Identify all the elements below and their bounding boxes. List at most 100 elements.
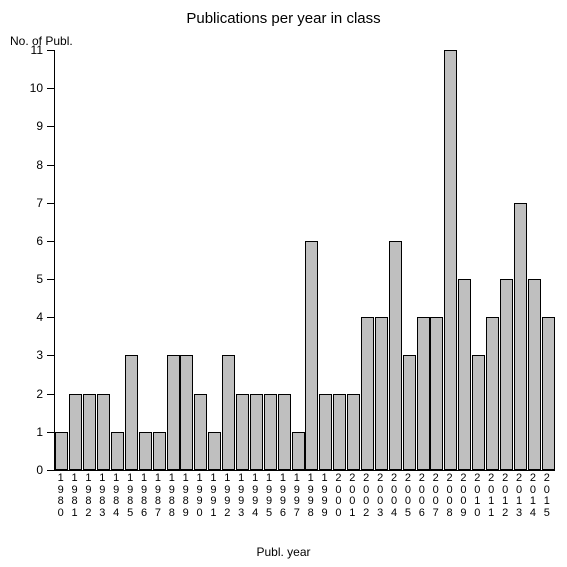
plot-area: 01234567891011 [54, 50, 555, 471]
bar [389, 241, 402, 470]
bar [500, 279, 513, 470]
bar [430, 317, 443, 470]
y-tick: 5 [47, 279, 55, 280]
bar [403, 355, 416, 470]
bar [458, 279, 471, 470]
y-tick-label: 8 [36, 158, 43, 172]
bar [139, 432, 152, 470]
y-tick: 7 [47, 203, 55, 204]
x-tick-label: 2001 [346, 473, 360, 519]
y-tick: 11 [47, 50, 55, 51]
x-tick-label: 1998 [304, 473, 318, 519]
bar [472, 355, 485, 470]
x-tick-label: 2011 [485, 473, 499, 519]
y-tick: 2 [47, 394, 55, 395]
bar [153, 432, 166, 470]
y-tick-label: 2 [36, 387, 43, 401]
bar [125, 355, 138, 470]
x-tick-label: 1997 [290, 473, 304, 519]
x-tick-label: 2003 [373, 473, 387, 519]
x-tick-label: 2004 [387, 473, 401, 519]
bar [528, 279, 541, 470]
bar [167, 355, 180, 470]
x-tick-label: 1985 [123, 473, 137, 519]
bar [361, 317, 374, 470]
bars-group [55, 50, 555, 470]
bar [111, 432, 124, 470]
y-tick: 8 [47, 165, 55, 166]
y-tick: 0 [47, 470, 55, 471]
y-tick-label: 5 [36, 272, 43, 286]
x-tick-label: 1992 [221, 473, 235, 519]
x-tick-label: 1990 [193, 473, 207, 519]
bar [236, 394, 249, 470]
x-tick-label: 2007 [429, 473, 443, 519]
x-tick-label: 2009 [457, 473, 471, 519]
x-tick-label: 1987 [151, 473, 165, 519]
bar [250, 394, 263, 470]
chart-container: Publications per year in class No. of Pu… [0, 0, 567, 567]
bar [417, 317, 430, 470]
y-tick-label: 10 [30, 81, 43, 95]
bar [444, 50, 457, 470]
x-tick-label: 1988 [165, 473, 179, 519]
x-tick-label: 1991 [207, 473, 221, 519]
bar [69, 394, 82, 470]
x-tick-label: 2005 [401, 473, 415, 519]
chart-title: Publications per year in class [0, 10, 567, 27]
x-tick-label: 2000 [332, 473, 346, 519]
y-tick: 3 [47, 355, 55, 356]
x-tick-label: 1999 [318, 473, 332, 519]
y-tick: 6 [47, 241, 55, 242]
bar [180, 355, 193, 470]
x-tick-label: 2012 [498, 473, 512, 519]
bar [319, 394, 332, 470]
x-tick-label: 1980 [54, 473, 68, 519]
x-tick-label: 1983 [96, 473, 110, 519]
y-tick-label: 7 [36, 196, 43, 210]
x-tick-label: 1986 [137, 473, 151, 519]
bar [97, 394, 110, 470]
bar [486, 317, 499, 470]
x-tick-label: 1996 [276, 473, 290, 519]
y-tick-label: 11 [31, 43, 43, 57]
bar [264, 394, 277, 470]
bar [333, 394, 346, 470]
bar [278, 394, 291, 470]
bar [375, 317, 388, 470]
y-tick: 4 [47, 317, 55, 318]
x-tick-label: 1989 [179, 473, 193, 519]
bar [305, 241, 318, 470]
y-tick-label: 4 [36, 310, 43, 324]
x-axis-label: Publ. year [0, 545, 567, 559]
bar [292, 432, 305, 470]
bar [347, 394, 360, 470]
x-tick-label: 1984 [110, 473, 124, 519]
x-tick-label: 2002 [360, 473, 374, 519]
bar [208, 432, 221, 470]
y-tick: 1 [47, 432, 55, 433]
y-tick-label: 1 [36, 425, 43, 439]
bar [194, 394, 207, 470]
x-tick-label: 2014 [526, 473, 540, 519]
y-tick: 10 [47, 88, 55, 89]
x-tick-label: 2008 [443, 473, 457, 519]
bar [222, 355, 235, 470]
x-tick-label: 1982 [82, 473, 96, 519]
x-tick-label: 1994 [248, 473, 262, 519]
y-tick-label: 6 [36, 234, 43, 248]
x-tick-label: 2006 [415, 473, 429, 519]
y-tick: 9 [47, 126, 55, 127]
bar [55, 432, 68, 470]
bar [542, 317, 555, 470]
y-tick-label: 0 [36, 463, 43, 477]
x-tick-label: 2015 [540, 473, 554, 519]
x-tick-label: 2013 [512, 473, 526, 519]
bar [514, 203, 527, 470]
x-tick-label: 1981 [68, 473, 82, 519]
x-tick-label: 1995 [262, 473, 276, 519]
x-tick-label: 1993 [235, 473, 249, 519]
y-tick-label: 3 [36, 348, 43, 362]
x-tick-label: 2010 [471, 473, 485, 519]
bar [83, 394, 96, 470]
